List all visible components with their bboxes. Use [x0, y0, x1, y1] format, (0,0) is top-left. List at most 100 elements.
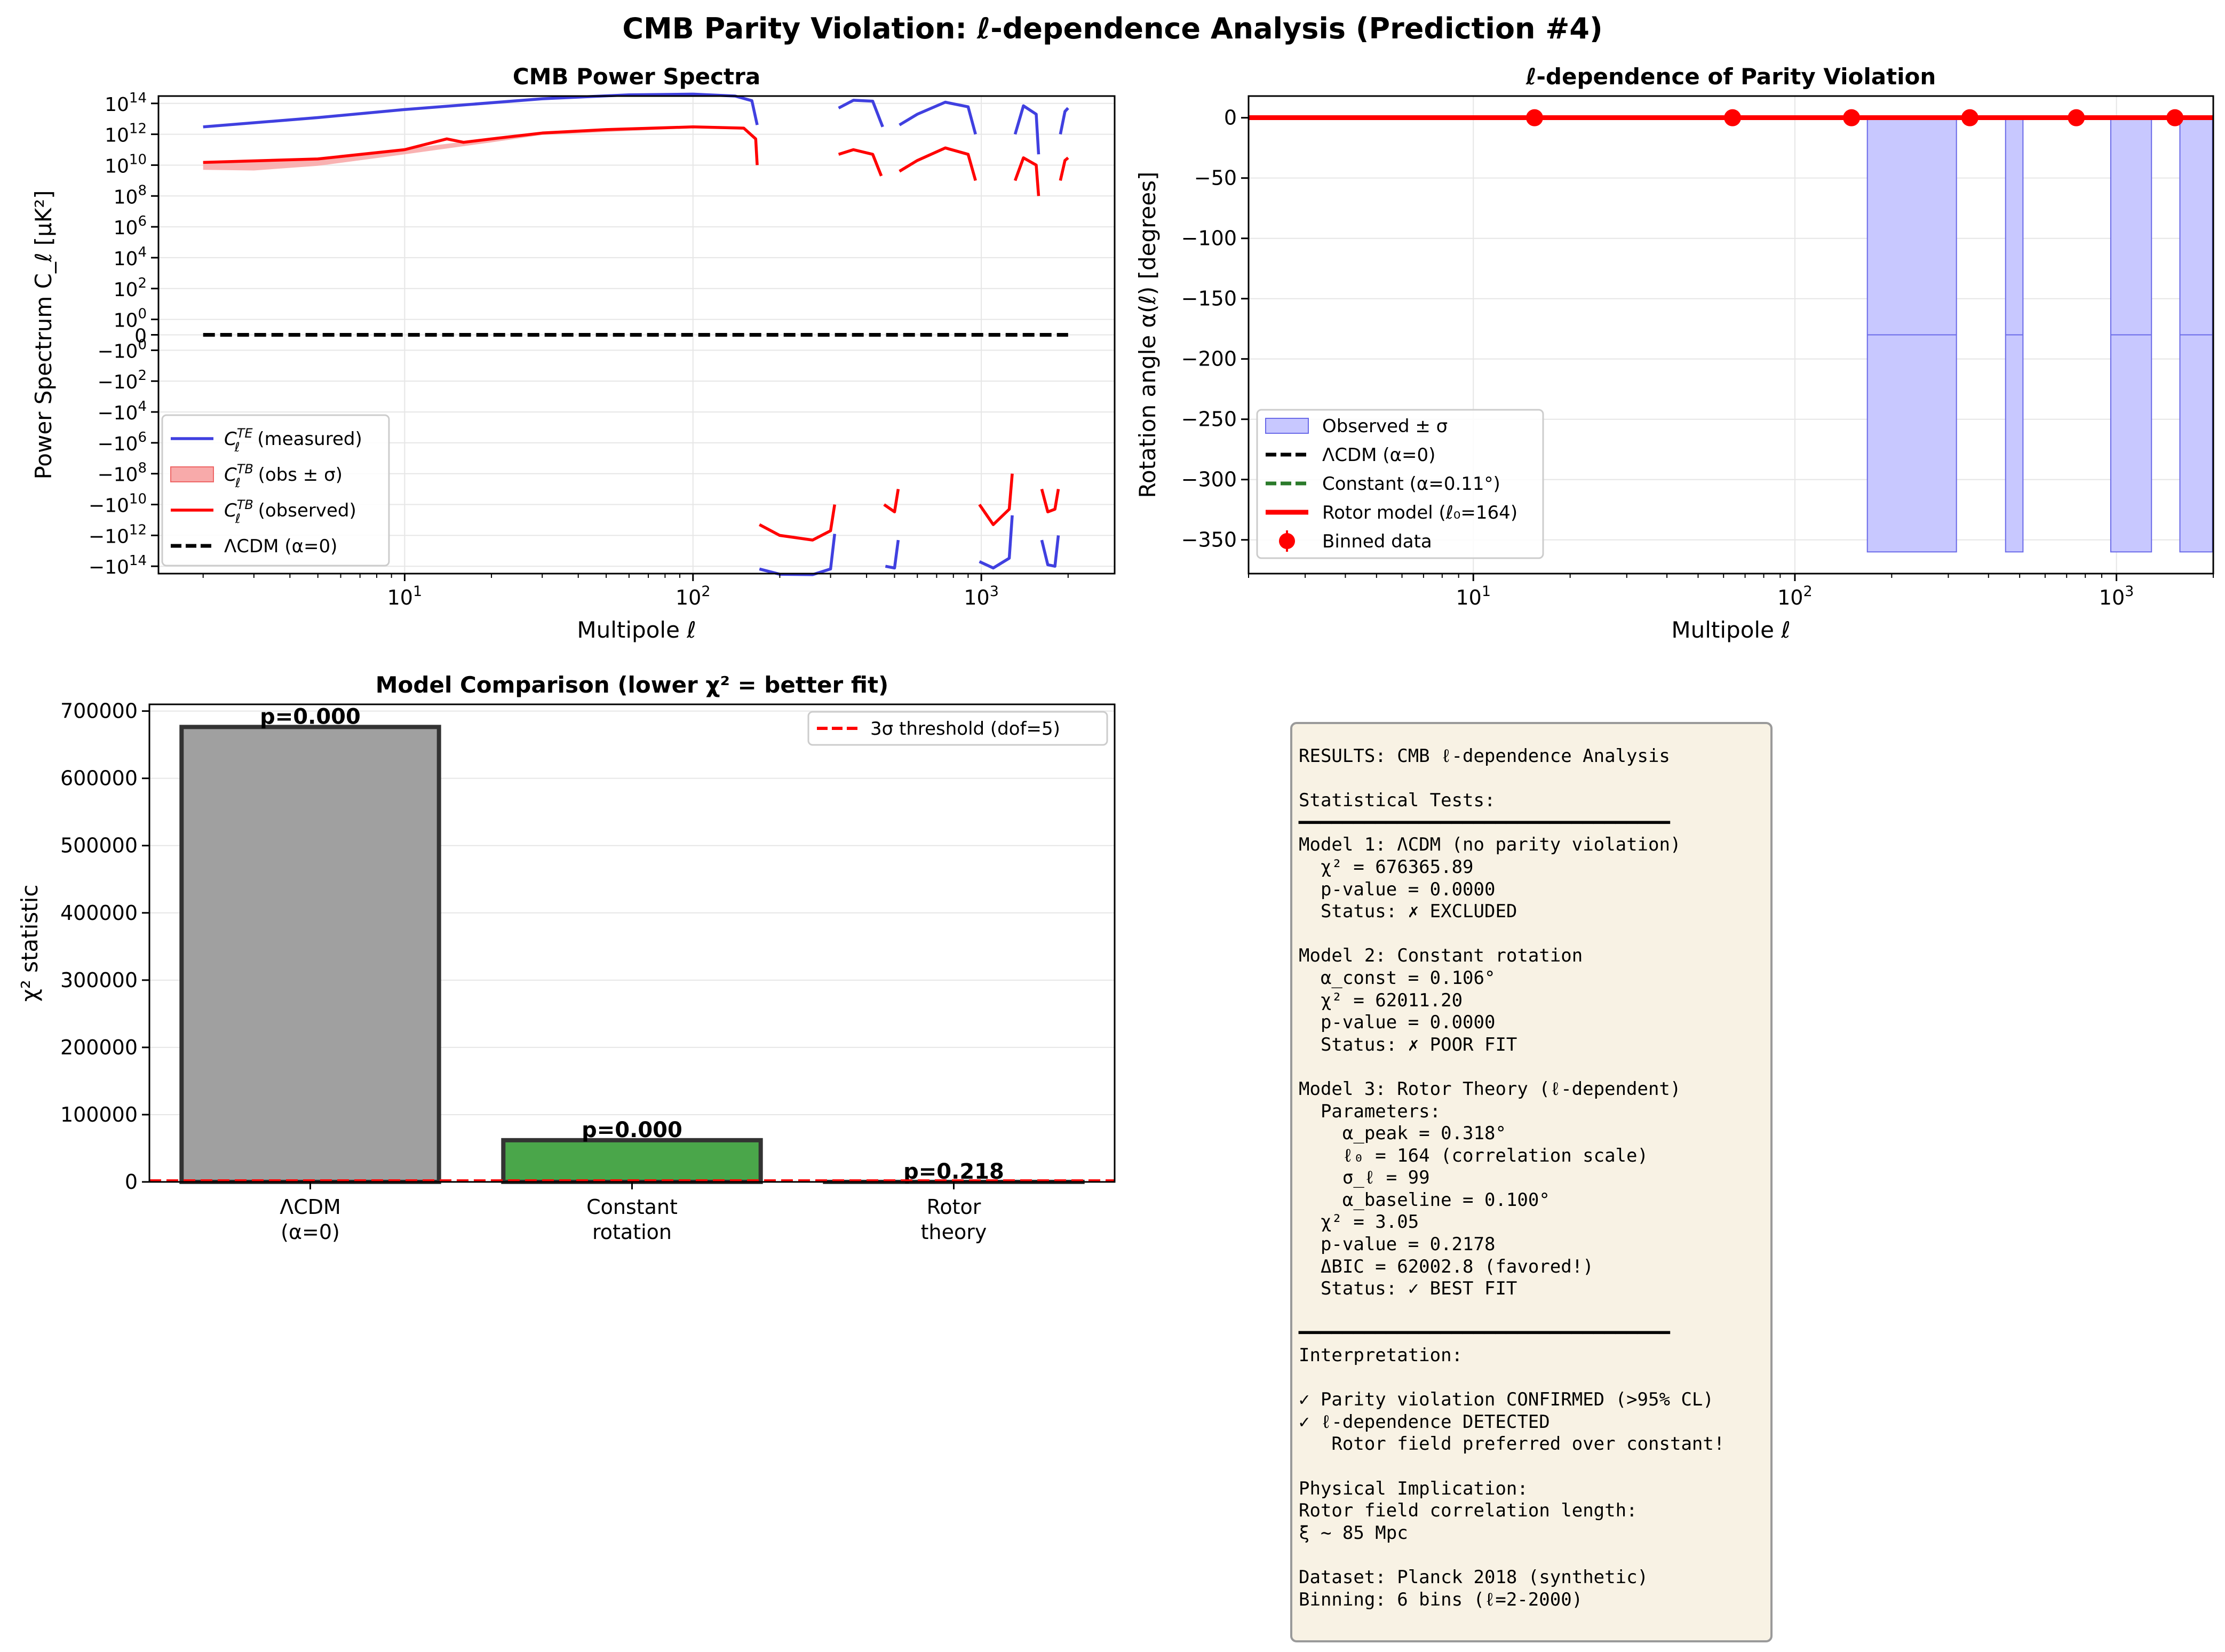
series-line-tb [883, 489, 900, 514]
y-tick-exponent: 8 [138, 182, 147, 198]
legend-label: Constant (α=0.11°) [1322, 473, 1500, 495]
series-line-te [899, 100, 977, 135]
y-tick-exponent: 10 [129, 491, 147, 507]
legend-label: CTE ℓ (measured) [224, 426, 362, 455]
y-tick-exponent: 2 [138, 368, 147, 384]
y-tick-label: 104 [114, 244, 147, 270]
y-tick-exponent: 6 [138, 430, 147, 446]
y-tick-base: 10 [114, 279, 138, 301]
x-tick-label: 101 [387, 583, 423, 609]
y-tick-exponent: 6 [138, 213, 147, 229]
binned-data-point [2166, 109, 2184, 126]
x-tick-label: Constant [586, 1195, 678, 1219]
legend-label: ΛCDM (α=0) [1322, 444, 1435, 466]
legend-label: ΛCDM (α=0) [224, 536, 337, 557]
y-tick-label: −250 [1181, 408, 1237, 431]
y-tick-base: −10 [89, 495, 129, 517]
series-line-te [1013, 104, 1040, 155]
y-tick-label: 700000 [60, 700, 138, 723]
legend-box [1256, 409, 1544, 559]
model-comparison-chart: p=0.000ΛCDM(α=0)p=0.000Constantrotationp… [17, 672, 1116, 1244]
x-tick-exponent: 2 [1803, 583, 1812, 600]
y-tick-base: 10 [105, 155, 129, 177]
x-tick-base: 10 [676, 586, 701, 609]
x-tick-label: rotation [592, 1220, 672, 1244]
binned-data-point [1525, 109, 1543, 126]
legend-label: CTB ℓ (observed) [224, 497, 356, 526]
y-tick-label: 300000 [60, 968, 138, 992]
x-tick-label: Rotor [927, 1195, 981, 1219]
series-line-te [759, 534, 837, 576]
bar-0 [179, 725, 441, 1184]
y-tick-label: 100 [114, 306, 147, 332]
y-tick-label: −1014 [89, 553, 147, 578]
tb-uncertainty-band [203, 126, 744, 171]
x-tick-label: theory [921, 1220, 987, 1244]
series-line-te [1040, 535, 1060, 568]
chart-title: CMB Power Spectra [513, 63, 760, 90]
series-line-te [1059, 107, 1069, 135]
legend-label: Rotor model (ℓ₀=164) [1322, 502, 1517, 523]
x-tick-exponent: 3 [2125, 583, 2134, 600]
legend-label: Observed ± σ [1322, 416, 1448, 437]
y-tick-base: −10 [97, 433, 138, 455]
x-tick-base: 10 [1456, 586, 1481, 609]
legend-text: (observed) [252, 500, 356, 521]
series-line-tb [838, 148, 883, 177]
series-line-te [885, 539, 900, 570]
x-tick-exponent: 2 [701, 583, 710, 600]
y-tick-exponent: 0 [138, 337, 147, 353]
series-line-te [979, 515, 1014, 570]
legend-swatch-patch [170, 466, 214, 482]
y-tick-exponent: 2 [138, 275, 147, 291]
y-axis-label: Power Spectrum C_ℓ [μK²] [30, 190, 57, 479]
binned-data-point [2068, 109, 2085, 126]
legend-text: ΛCDM (α=0) [224, 536, 337, 557]
x-tick-label: ΛCDM [280, 1195, 341, 1219]
y-axis-label: χ² statistic [17, 885, 43, 1002]
y-tick-exponent: 14 [129, 90, 147, 106]
y-tick-label: −50 [1194, 166, 1237, 190]
series-line-tb [759, 504, 837, 542]
series-line-tb [899, 146, 977, 181]
y-tick-exponent: 12 [129, 522, 147, 538]
y-tick-label: −100 [97, 337, 147, 362]
y-tick-label: −100 [1181, 227, 1237, 250]
y-tick-base: −10 [97, 340, 138, 362]
series-line-tb [1013, 156, 1040, 196]
x-tick-exponent: 3 [990, 583, 999, 600]
x-axis-label: Multipole ℓ [577, 617, 696, 643]
y-tick-label: 102 [114, 275, 147, 301]
x-tick-base: 10 [387, 586, 413, 609]
y-tick-exponent: 4 [138, 244, 147, 260]
y-tick-label: −1012 [89, 522, 147, 547]
legend-subscript: ℓ [235, 511, 241, 526]
bar-1 [501, 1138, 763, 1185]
legend-subscript: ℓ [235, 475, 241, 490]
legend-symbol: C [224, 464, 237, 486]
x-tick-exponent: 1 [413, 583, 422, 600]
y-tick-exponent: 0 [138, 306, 147, 322]
y-tick-label: 400000 [60, 901, 138, 925]
x-tick-base: 10 [2099, 586, 2125, 609]
y-tick-label: −300 [1181, 468, 1237, 491]
series-line-te [203, 92, 759, 129]
legend-swatch-patch [1265, 418, 1309, 434]
y-tick-label: −200 [1181, 347, 1237, 371]
y-tick-base: −10 [97, 402, 138, 424]
bar-label: p=0.000 [582, 1118, 682, 1142]
legend-box [807, 711, 1108, 746]
y-tick-label: −104 [97, 399, 147, 424]
y-tick-base: 10 [114, 217, 138, 239]
legend-box [161, 414, 390, 567]
y-tick-label: 106 [114, 213, 147, 239]
y-tick-label: 1012 [105, 121, 147, 147]
legend-symbol: C [224, 428, 237, 450]
y-tick-label: −1010 [89, 491, 147, 517]
x-axis-label: Multipole ℓ [1671, 617, 1790, 643]
y-tick-base: 0 [134, 325, 147, 347]
legend-label: Binned data [1322, 531, 1432, 552]
y-tick-exponent: 8 [138, 460, 147, 476]
power-spectra-chart: 101 102 1031014101210101081061041021000−10… [30, 63, 1116, 643]
y-tick-exponent: 4 [138, 399, 147, 415]
